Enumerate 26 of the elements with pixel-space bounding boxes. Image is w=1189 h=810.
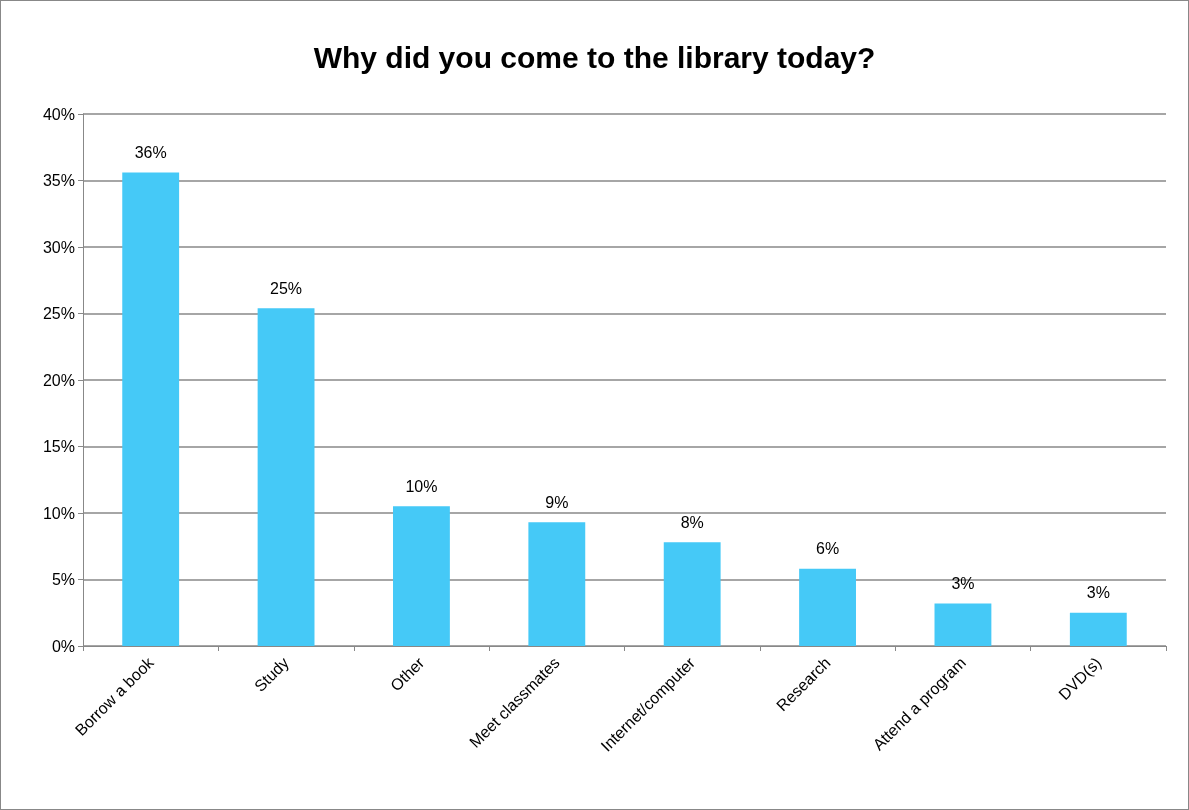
y-tick-label: 10%	[42, 504, 75, 522]
bar	[799, 568, 856, 646]
bar	[122, 172, 180, 646]
bar	[528, 522, 586, 646]
data-label: 25%	[270, 279, 303, 297]
chart-title: Why did you come to the library today?	[313, 40, 876, 74]
bar	[257, 308, 315, 646]
data-label: 6%	[816, 540, 840, 558]
bar	[934, 603, 992, 646]
bar	[1069, 612, 1127, 646]
data-label: 10%	[405, 477, 438, 495]
data-label: 9%	[545, 493, 569, 511]
y-tick-label: 5%	[51, 571, 75, 588]
y-tick-label: 25%	[42, 305, 75, 322]
y-tick-label: 15%	[42, 438, 75, 455]
data-label: 3%	[951, 574, 975, 592]
bar	[393, 506, 450, 646]
y-tick-label: 40%	[42, 105, 75, 123]
data-label: 36%	[134, 144, 167, 162]
y-tick-label: 0%	[51, 637, 75, 655]
y-tick-label: 35%	[42, 172, 75, 189]
y-tick-label: 30%	[42, 238, 75, 256]
y-tick-label: 20%	[42, 371, 75, 389]
data-label: 3%	[1086, 584, 1110, 602]
data-label: 8%	[680, 513, 704, 531]
bar	[663, 542, 721, 646]
